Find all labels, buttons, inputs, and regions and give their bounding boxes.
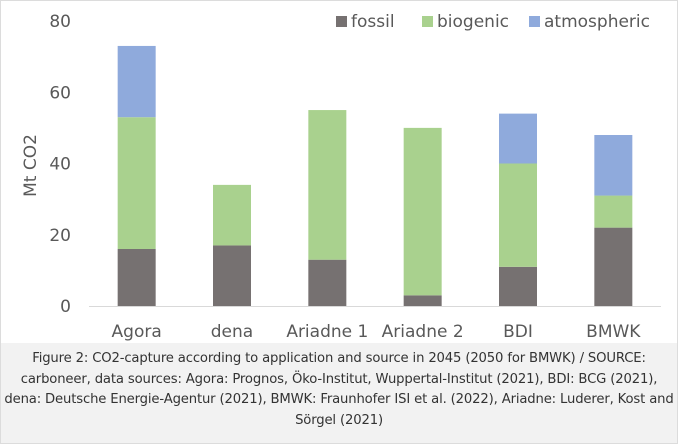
legend-swatch-biogenic bbox=[422, 16, 433, 27]
bar-atmospheric-bdi bbox=[499, 113, 537, 164]
chart-legend: fossil biogenic atmospheric bbox=[336, 12, 650, 32]
bar-fossil-agora bbox=[117, 249, 156, 306]
x-category-label: Ariadne 1 bbox=[286, 322, 368, 342]
figure-caption: Figure 2: CO2-capture according to appli… bbox=[1, 343, 677, 443]
x-category-label: Ariadne 2 bbox=[382, 322, 464, 342]
bar-fossil-ariadne-1 bbox=[308, 259, 347, 306]
y-tick-label: 60 bbox=[49, 83, 71, 103]
bar-fossil-dena bbox=[213, 245, 251, 306]
bar-atmospheric-agora bbox=[117, 45, 156, 118]
bar-atmospheric-bmwk bbox=[594, 135, 633, 196]
legend-swatch-fossil bbox=[336, 16, 347, 27]
bar-fossil-bdi bbox=[499, 266, 537, 306]
y-tick-label: 80 bbox=[49, 12, 71, 32]
legend-swatch-atmospheric bbox=[529, 16, 540, 27]
bars bbox=[117, 45, 633, 306]
bar-biogenic-ariadne-2 bbox=[403, 127, 442, 296]
y-tick-label: 20 bbox=[49, 226, 71, 246]
x-category-label: Agora bbox=[112, 322, 162, 342]
y-tick-label: 40 bbox=[49, 155, 71, 175]
x-category-label: BMWK bbox=[586, 322, 641, 342]
x-axis: Agora dena Ariadne 1 Ariadne 2 BDI BMWK bbox=[89, 306, 661, 342]
bar-biogenic-ariadne-1 bbox=[308, 110, 347, 260]
bar-biogenic-bdi bbox=[499, 163, 537, 267]
stacked-bar-chart: fossil biogenic atmospheric 0 20 40 60 80 Mt CO… bbox=[21, 12, 661, 342]
bar-biogenic-bmwk bbox=[594, 195, 633, 228]
bar-biogenic-dena bbox=[213, 184, 251, 246]
bar-fossil-ariadne-2 bbox=[403, 295, 442, 306]
y-axis: 0 20 40 60 80 Mt CO2 bbox=[21, 12, 71, 317]
y-tick-label: 0 bbox=[60, 297, 71, 317]
legend-label-fossil: fossil bbox=[351, 12, 395, 32]
bar-biogenic-agora bbox=[117, 117, 156, 249]
y-axis-title: Mt CO2 bbox=[21, 134, 41, 197]
x-category-label: BDI bbox=[503, 322, 533, 342]
x-category-label: dena bbox=[211, 322, 253, 342]
legend-label-atmospheric: atmospheric bbox=[544, 12, 650, 32]
legend-label-biogenic: biogenic bbox=[437, 12, 509, 32]
chart-area: fossil biogenic atmospheric 0 20 40 60 80 Mt CO… bbox=[1, 1, 677, 343]
bar-fossil-bmwk bbox=[594, 227, 633, 306]
